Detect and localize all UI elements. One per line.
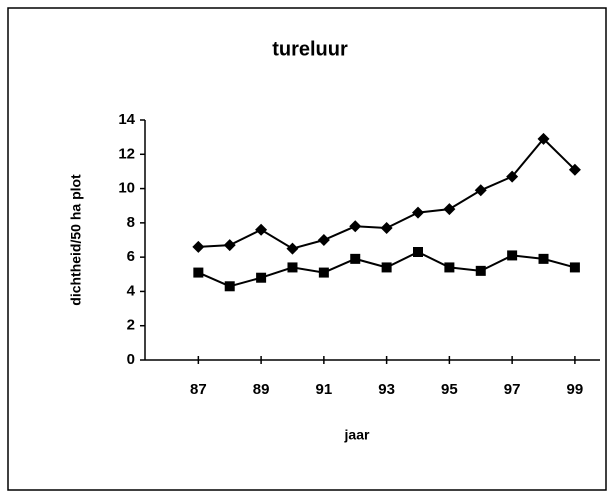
- y-tick-label: 6: [127, 248, 135, 265]
- marker: [380, 222, 393, 234]
- marker: [317, 234, 330, 246]
- x-tick-label: 93: [378, 381, 395, 398]
- marker: [506, 170, 519, 183]
- marker: [444, 262, 455, 273]
- marker: [192, 240, 205, 253]
- marker: [193, 267, 204, 278]
- y-tick-label: 8: [127, 214, 135, 231]
- x-tick-label: 91: [316, 381, 333, 398]
- x-tick-label: 87: [190, 381, 207, 398]
- marker: [287, 262, 298, 273]
- marker: [475, 265, 486, 276]
- x-tick-label: 89: [253, 381, 270, 398]
- y-tick-label: 0: [127, 351, 135, 368]
- marker: [538, 253, 549, 264]
- x-tick-label: 99: [567, 381, 584, 398]
- x-tick-label: 95: [441, 381, 458, 398]
- marker: [256, 272, 267, 283]
- y-tick-label: 2: [127, 317, 135, 334]
- marker: [224, 281, 235, 292]
- chart-title: tureluur: [272, 38, 348, 60]
- marker: [223, 239, 236, 252]
- y-tick-label: 12: [118, 145, 135, 162]
- marker: [318, 267, 329, 278]
- marker: [443, 203, 456, 216]
- marker: [474, 184, 487, 197]
- y-tick-label: 14: [118, 111, 135, 128]
- y-tick-label: 10: [118, 180, 135, 197]
- marker: [381, 262, 392, 273]
- marker: [350, 253, 361, 264]
- marker: [349, 220, 362, 233]
- marker: [569, 262, 580, 273]
- marker: [413, 247, 423, 257]
- marker: [255, 223, 268, 236]
- frame: [7, 7, 607, 491]
- marker: [286, 242, 299, 255]
- x-tick-label: 97: [504, 381, 521, 398]
- marker: [537, 132, 550, 145]
- marker: [507, 250, 518, 261]
- marker: [568, 163, 581, 176]
- x-axis-label: jaar: [344, 427, 370, 443]
- y-tick-label: 4: [127, 282, 136, 299]
- marker: [412, 206, 424, 219]
- y-axis-label: dichtheid/50 ha plot: [68, 174, 84, 306]
